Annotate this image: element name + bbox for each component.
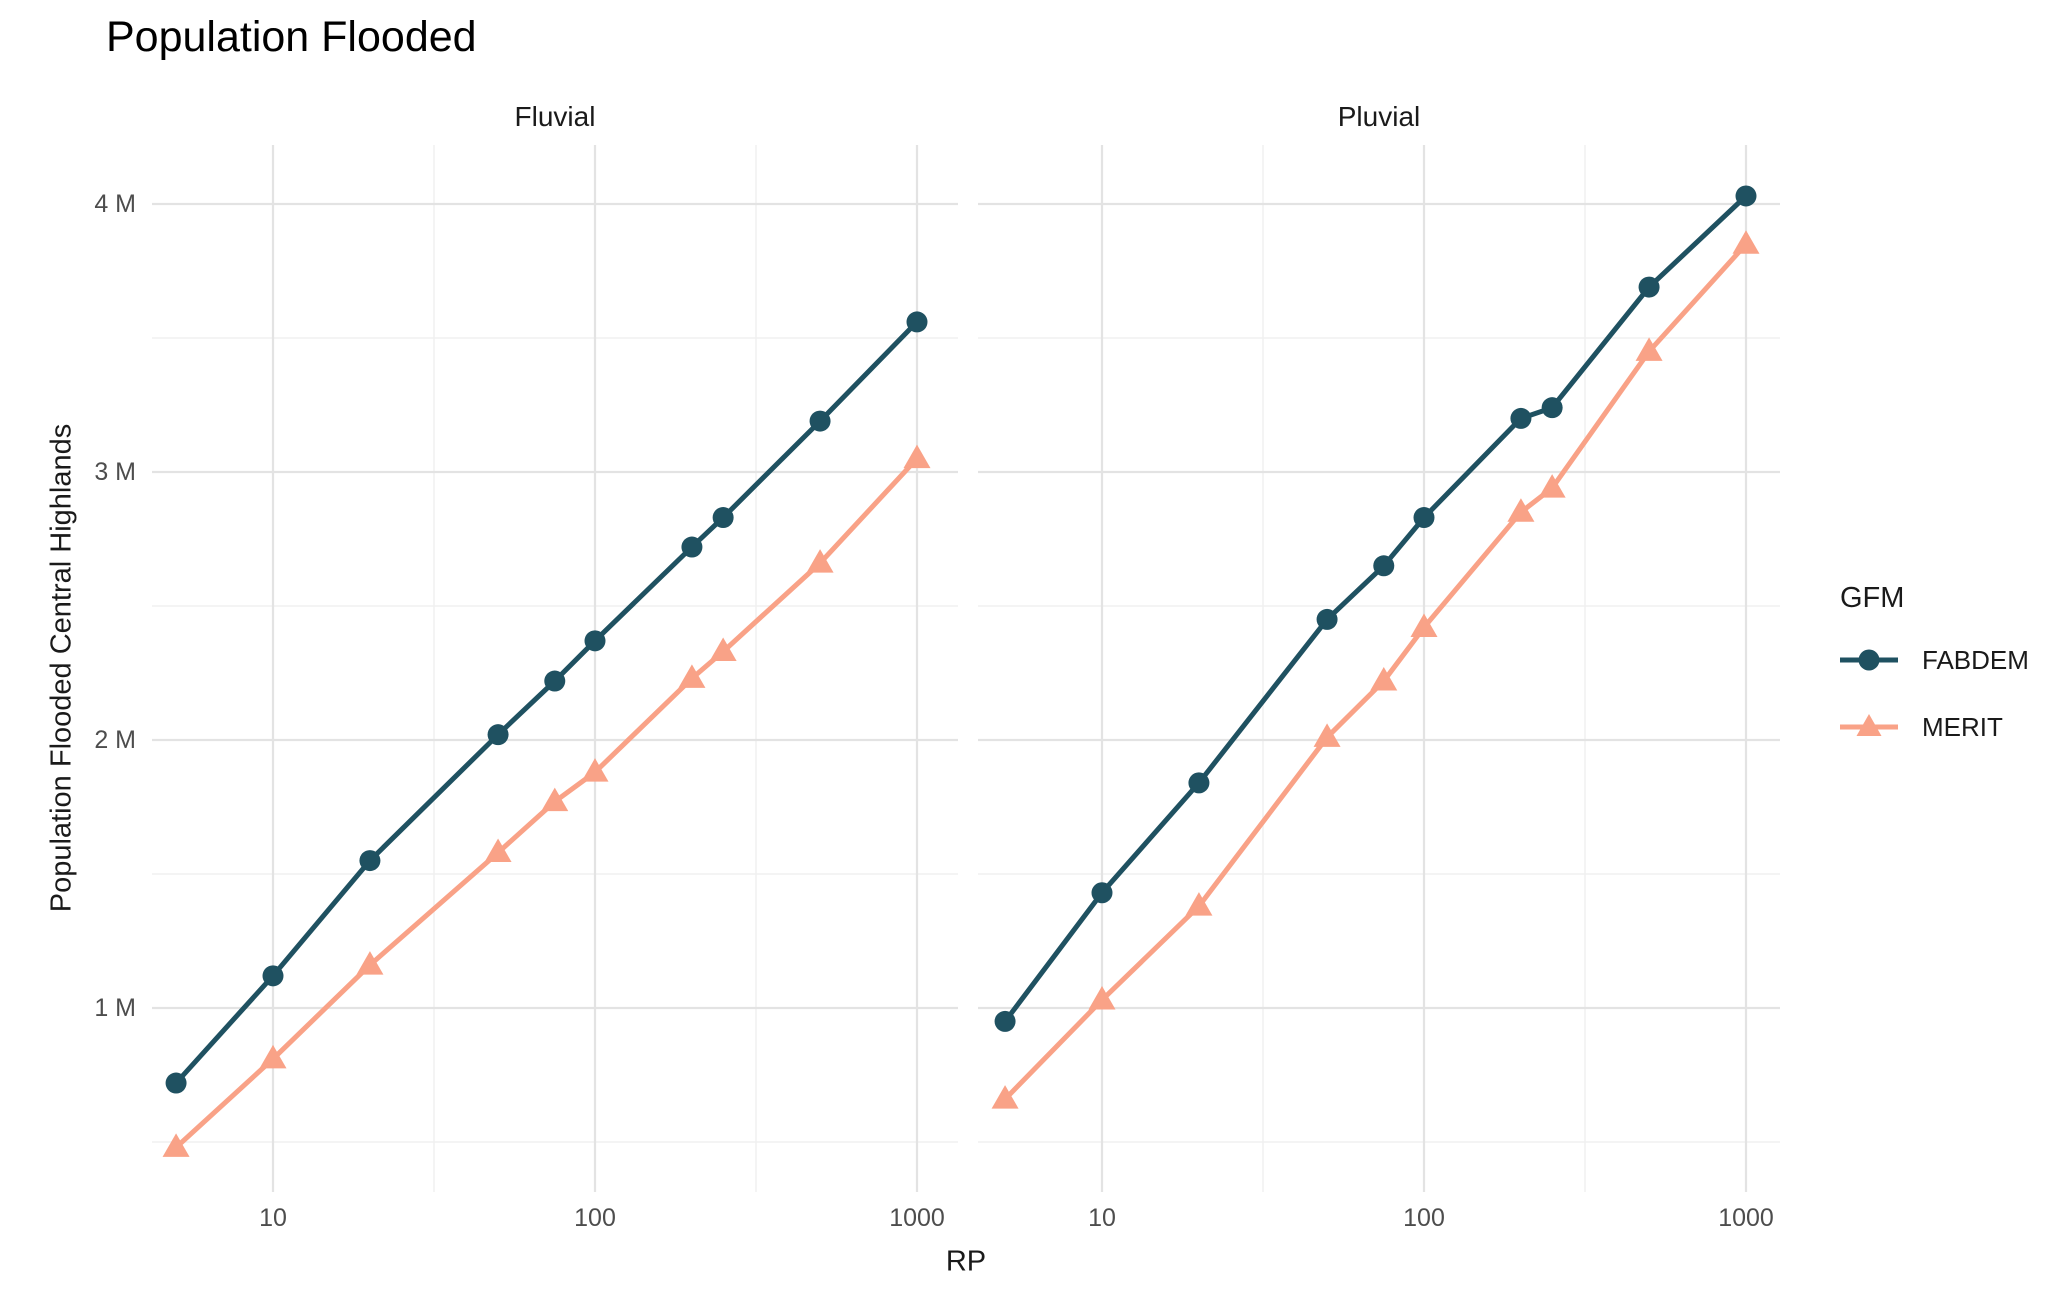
data-point-circle (906, 311, 928, 333)
y-tick-label: 1 M (94, 994, 136, 1022)
facet-label-pluvial: Pluvial (1337, 101, 1421, 132)
series-line-merit (1003, 242, 1748, 1101)
data-point-circle (1373, 555, 1395, 577)
data-point-triangle (259, 1044, 287, 1069)
data-point-circle (165, 1072, 187, 1094)
legend-label-merit: MERIT (1922, 711, 2003, 742)
data-point-triangle (1185, 892, 1213, 916)
data-point-triangle (806, 549, 834, 573)
data-point-triangle (484, 838, 512, 863)
grid-minor (152, 145, 958, 1192)
data-point-circle (1413, 507, 1435, 529)
data-point-triangle (1635, 337, 1663, 361)
legend-key-triangle (1856, 714, 1882, 736)
data-point-circle (809, 410, 831, 432)
data-point-triangle (1732, 230, 1760, 254)
data-point-circle (1188, 772, 1210, 794)
legend-key-merit-icon (1840, 714, 1898, 736)
y-tick-label: 3 M (94, 458, 136, 486)
series-fabdem (994, 185, 1757, 1032)
x-tick-label: 10 (1088, 1204, 1116, 1232)
x-tick-label: 100 (574, 1204, 616, 1232)
grid-major (978, 145, 1780, 1192)
data-point-triangle (1410, 613, 1438, 637)
data-point-triangle (1507, 498, 1535, 522)
data-point-triangle (356, 951, 384, 975)
panel-fluvial: 10 100 1000 (152, 145, 958, 1232)
legend-label-fabdem: FABDEM (1922, 644, 2029, 675)
legend-key-fabdem-icon (1840, 649, 1898, 671)
series-merit (162, 444, 931, 1157)
data-point-triangle (678, 664, 706, 688)
y-tick-label: 4 M (94, 190, 136, 218)
legend-key-circle (1858, 649, 1880, 671)
x-tick-label: 10 (259, 1204, 287, 1232)
data-point-circle (544, 670, 566, 692)
data-point-circle (1541, 397, 1563, 419)
data-point-triangle (1538, 474, 1566, 498)
legend: GFM FABDEM MERIT (1840, 582, 2060, 777)
x-tick-label: 100 (1403, 1204, 1445, 1232)
x-tick-label: 1000 (889, 1204, 945, 1232)
series-line-merit (174, 456, 919, 1150)
panel-pluvial: 10 100 1000 (978, 145, 1780, 1232)
grid-minor (978, 145, 1780, 1192)
legend-entry-merit: MERIT (1840, 710, 2060, 744)
legend-title: GFM (1840, 582, 1905, 614)
data-point-circle (262, 965, 284, 987)
y-tick-label: 2 M (94, 726, 136, 754)
data-point-circle (681, 536, 703, 558)
data-point-triangle (541, 787, 569, 812)
legend-entry-fabdem: FABDEM (1840, 643, 2060, 677)
data-point-circle (994, 1010, 1016, 1032)
x-axis-title: RP (945, 1245, 987, 1278)
series-merit (991, 230, 1760, 1109)
data-point-triangle (581, 758, 609, 782)
data-point-triangle (1088, 985, 1116, 1010)
plot-title: Population Flooded (106, 13, 477, 61)
data-point-circle (1316, 608, 1338, 630)
data-point-triangle (162, 1133, 190, 1157)
data-point-circle (584, 630, 606, 652)
data-point-circle (1510, 407, 1532, 429)
data-point-circle (1735, 185, 1757, 207)
series-line-fabdem (1003, 194, 1748, 1023)
data-point-circle (487, 724, 509, 746)
grid-major (152, 145, 958, 1192)
data-point-triangle (1370, 667, 1398, 691)
data-point-circle (712, 507, 734, 529)
data-point-circle (1638, 276, 1660, 298)
data-point-triangle (1313, 723, 1341, 747)
data-point-triangle (991, 1085, 1019, 1109)
data-point-triangle (709, 637, 737, 662)
series-line-fabdem (174, 320, 919, 1085)
data-point-circle (359, 850, 381, 872)
series-fabdem (165, 311, 928, 1094)
data-point-circle (1091, 882, 1113, 904)
facet-label-fluvial: Fluvial (514, 101, 596, 132)
data-point-triangle (903, 444, 931, 469)
x-tick-label: 1000 (1718, 1204, 1774, 1232)
